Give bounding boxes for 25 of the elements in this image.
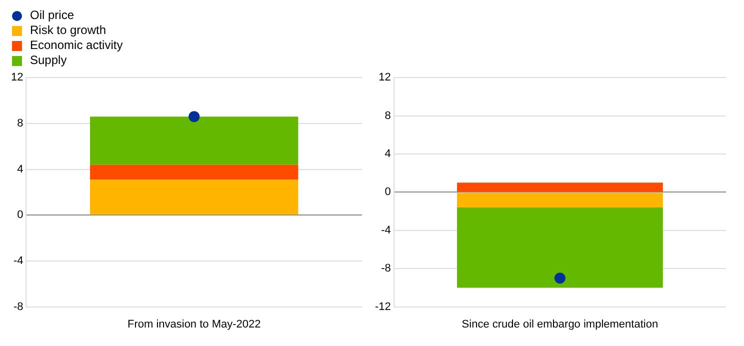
y-tick-label: -4: [381, 224, 391, 236]
y-tick-label: 8: [384, 110, 391, 122]
y-tick-label: 12: [10, 72, 24, 84]
bar: [457, 207, 663, 288]
y-tick-label: -12: [374, 300, 391, 313]
x-tick-label: Since crude oil embargo implementation: [462, 318, 658, 330]
bar: [90, 164, 298, 180]
y-tick-label: 0: [384, 186, 391, 198]
bar: [457, 182, 663, 192]
bar: [90, 116, 298, 165]
x-tick-label: From invasion to May-2022: [127, 318, 261, 330]
y-tick-label: -4: [13, 254, 24, 267]
y-tick-label: -8: [381, 262, 391, 275]
y-tick-label: 4: [384, 148, 391, 160]
legend-label: Oil price: [30, 8, 74, 23]
bar: [457, 192, 663, 208]
y-tick-label: 4: [17, 163, 24, 176]
bar: [90, 180, 298, 215]
legend-label: Supply: [30, 53, 67, 68]
y-tick-label: -8: [13, 300, 24, 313]
y-tick-label: 12: [378, 72, 391, 84]
legend-label: Risk to growth: [30, 23, 106, 38]
y-tick-label: 0: [17, 209, 24, 222]
legend-label: Economic activity: [30, 38, 123, 53]
y-tick-label: 8: [17, 117, 24, 130]
